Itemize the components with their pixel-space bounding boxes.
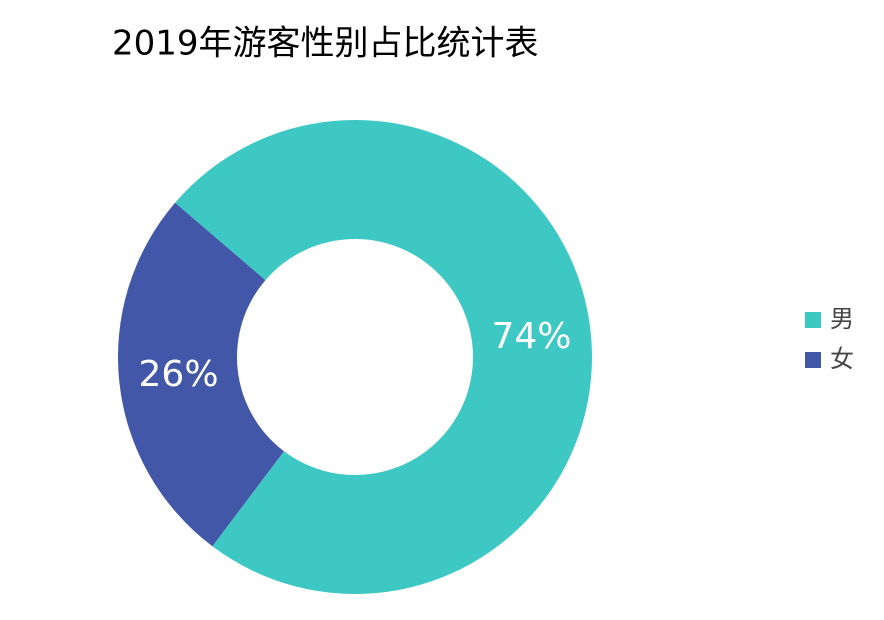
legend-swatch: [805, 312, 821, 328]
legend-label: 男: [830, 305, 854, 333]
data-label: 74%: [491, 316, 571, 357]
donut-segment: [117, 202, 284, 547]
donut-segment: [175, 119, 592, 594]
chart-title: 2019年游客性别占比统计表: [112, 24, 539, 64]
data-label: 26%: [139, 354, 219, 395]
legend-swatch: [805, 352, 821, 368]
legend-label: 女: [830, 345, 854, 373]
